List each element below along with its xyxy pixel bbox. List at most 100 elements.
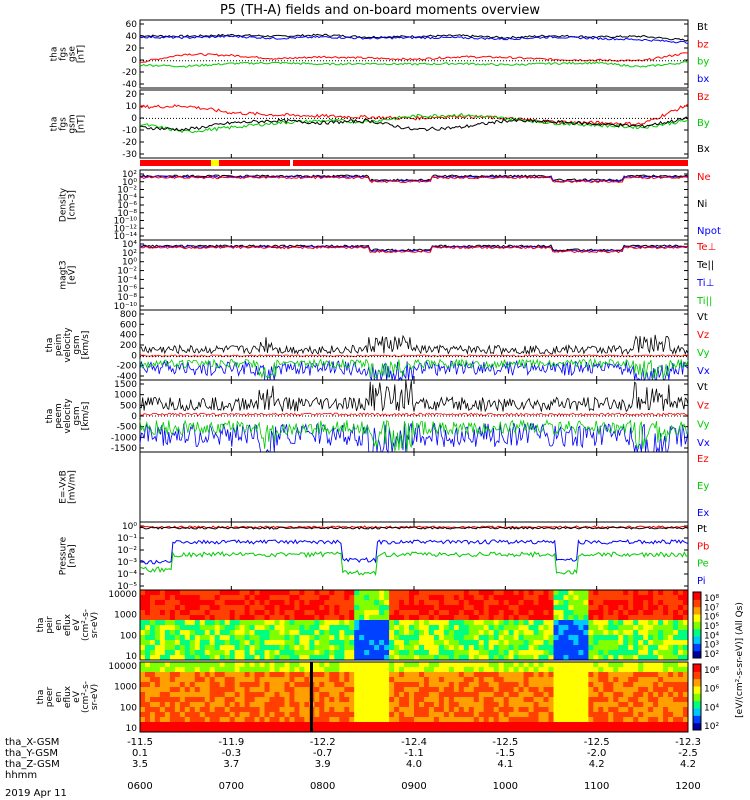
panel-ylabel: tha [36, 618, 46, 633]
colorbar-tick: 10⁸ [704, 666, 719, 676]
spectrogram-cell [483, 595, 490, 601]
spectrogram-cell [324, 662, 330, 668]
spectrogram-cell [503, 640, 510, 646]
spectrogram-cell [284, 645, 290, 651]
spectrogram-cell [558, 645, 564, 651]
spectrogram-cell [663, 635, 669, 641]
spectrogram-cell [443, 672, 450, 678]
spectrogram-cell [503, 590, 510, 596]
spectrogram-cell [488, 595, 495, 601]
spectrogram-cell [638, 687, 644, 693]
spectrogram-cell [379, 625, 385, 631]
spectrogram-cell [154, 687, 161, 693]
panel-peim-velocity: tha peim velocity gsm [km/s]8006004002000-20… [45, 309, 710, 382]
spectrogram-cell [603, 672, 609, 678]
spectrogram-cell [503, 677, 510, 683]
spectrogram-cell [254, 707, 261, 713]
spectrogram-cell [414, 672, 420, 678]
spectrogram-cell [274, 707, 280, 713]
spectrogram-cell [174, 655, 181, 661]
spectrogram-cell [374, 672, 380, 678]
legend-Vx: Vx [697, 438, 710, 449]
spectrogram-cell [194, 662, 201, 668]
spectrogram-cell [438, 707, 445, 713]
spectrogram-cell [433, 620, 440, 626]
spectrogram-cell [154, 722, 161, 728]
spectrogram-cell [359, 692, 365, 698]
spectrogram-cell [668, 707, 674, 713]
spectrogram-cell [643, 630, 649, 636]
spectrogram-cell [254, 717, 261, 723]
legend-Pe: Pe [697, 559, 709, 570]
spectrogram-cell [394, 615, 400, 621]
spectrogram-cell [364, 682, 370, 688]
spectrogram-cell [344, 697, 350, 703]
spectrogram-cell [259, 605, 266, 611]
spectrogram-cell [269, 727, 275, 733]
spectrogram-cell [578, 702, 584, 708]
spectrogram-cell [169, 707, 176, 713]
spectrogram-cell [508, 692, 515, 698]
spectrogram-cell [209, 697, 216, 703]
colorbar-tick: 10⁷ [704, 603, 719, 613]
spectrogram-cell [678, 620, 684, 626]
spectrogram-cell [145, 630, 151, 636]
panel-ylabel: sr-eV) [90, 684, 100, 710]
spectrogram-cell [349, 692, 355, 698]
spectrogram-cell [603, 707, 609, 713]
spectrogram-cell [603, 650, 609, 656]
spectrogram-cell [229, 692, 236, 698]
spectrogram-cell [633, 595, 639, 601]
spectrogram-cell [364, 625, 370, 631]
spectrogram-cell [244, 635, 251, 641]
spectrogram-cell [453, 620, 460, 626]
spectrogram-cell [428, 645, 435, 651]
panel-peer-spec: tha peer en eflux eV (cm²-s-sr-eV)10000100010… [36, 661, 719, 734]
spectrogram-cell [299, 640, 305, 646]
spectrogram-cell [658, 697, 664, 703]
spectrogram-cell [199, 630, 206, 636]
spectrogram-cell [179, 727, 186, 733]
spectrogram-cell [214, 717, 221, 723]
spectrogram-cell [623, 717, 629, 723]
spectrogram-cell [478, 712, 485, 718]
spectrogram-cell [404, 590, 410, 596]
spectrogram-cell [394, 645, 400, 651]
spectrogram-cell [673, 600, 679, 606]
spectrogram-cell [503, 727, 510, 733]
spectrogram-cell [194, 635, 201, 641]
spectrogram-cell [443, 677, 450, 683]
spectrogram-cell [508, 650, 515, 656]
spectrogram-cell [279, 620, 285, 626]
spectrogram-cell [244, 650, 251, 656]
spectrogram-cell [448, 662, 455, 668]
spectrogram-cell [558, 697, 564, 703]
spectrogram-cell [573, 722, 579, 728]
spectrogram-cell [174, 672, 181, 678]
spectrogram-cell [224, 615, 231, 621]
spectrogram-cell [284, 635, 290, 641]
spectrogram-cell [498, 722, 505, 728]
spectrogram-cell [269, 697, 275, 703]
spectrogram-cell [608, 610, 614, 616]
spectrogram-cell [304, 625, 310, 631]
spectrogram-cell [508, 727, 515, 733]
pressure-000000 [139, 526, 689, 530]
spectrogram-cell [184, 662, 191, 668]
spectrogram-cell [493, 650, 500, 656]
spectrogram-cell [463, 697, 470, 703]
spectrogram-cell [443, 702, 450, 708]
spectrogram-cell [349, 727, 355, 733]
spectrogram-cell [583, 635, 589, 641]
spectrogram-cell [294, 590, 300, 596]
spectrogram-cell [553, 682, 559, 688]
spectrogram-cell [424, 672, 430, 678]
spectrogram-cell [329, 625, 335, 631]
spectrogram-cell [443, 640, 450, 646]
spectrogram-cell [608, 630, 614, 636]
spectrogram-cell [533, 697, 540, 703]
ytick-label: -10 [122, 126, 137, 136]
spectrogram-cell [214, 605, 221, 611]
spectrogram-cell [424, 640, 430, 646]
spectrogram-cell [628, 645, 634, 651]
